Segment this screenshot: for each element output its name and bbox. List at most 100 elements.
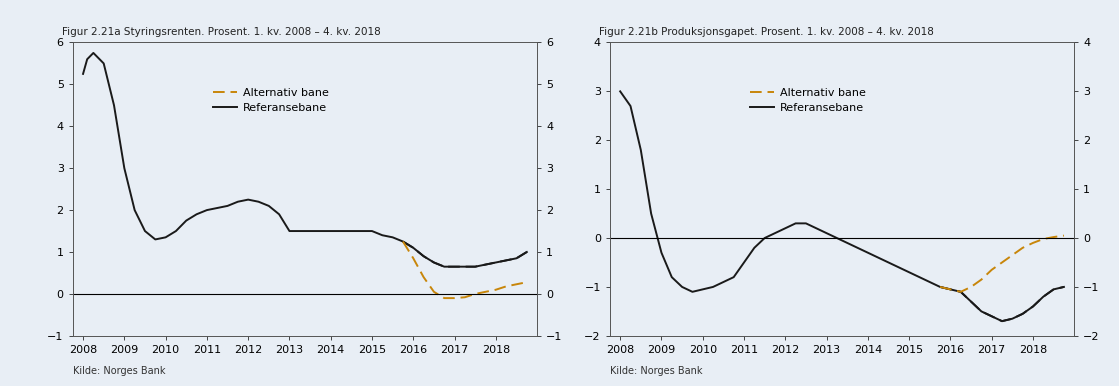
Referansebane (479, 262, 492, 267)
Line: Referansebane: Referansebane (83, 53, 527, 267)
Alternativ bane (965, 284, 978, 289)
Referansebane (272, 212, 285, 217)
Referansebane (303, 229, 317, 234)
Referansebane (283, 229, 297, 234)
Alternativ bane (499, 284, 513, 289)
Alternativ bane (1036, 237, 1050, 241)
Referansebane (613, 89, 627, 94)
Alternativ bane (438, 296, 451, 300)
Alternativ bane (520, 280, 534, 284)
Referansebane (262, 203, 275, 208)
Referansebane (820, 231, 834, 235)
Legend: Alternativ bane, Referansebane: Alternativ bane, Referansebane (745, 83, 871, 118)
Referansebane (1026, 304, 1040, 309)
Alternativ bane (985, 267, 998, 272)
Referansebane (417, 254, 431, 259)
Referansebane (458, 264, 471, 269)
Referansebane (923, 280, 937, 284)
Text: Figur 2.21a Styringsrenten. Prosent. 1. kv. 2008 – 4. kv. 2018: Figur 2.21a Styringsrenten. Prosent. 1. … (62, 27, 380, 37)
Referansebane (406, 245, 420, 250)
Referansebane (862, 251, 875, 255)
Referansebane (97, 61, 111, 66)
Referansebane (634, 148, 648, 152)
Referansebane (1006, 317, 1019, 321)
Referansebane (345, 229, 358, 234)
Alternativ bane (975, 277, 988, 282)
Alternativ bane (955, 290, 968, 294)
Referansebane (727, 275, 741, 279)
Referansebane (81, 57, 94, 61)
Alternativ bane (406, 256, 420, 261)
Alternativ bane (510, 282, 524, 286)
Legend: Alternativ bane, Referansebane: Alternativ bane, Referansebane (208, 83, 333, 118)
Referansebane (169, 229, 182, 234)
Referansebane (840, 240, 854, 245)
Referansebane (995, 319, 1008, 323)
Referansebane (655, 251, 668, 255)
Referansebane (200, 208, 214, 212)
Referansebane (438, 264, 451, 269)
Referansebane (706, 284, 720, 289)
Referansebane (355, 229, 368, 234)
Referansebane (943, 287, 957, 292)
Referansebane (686, 290, 699, 294)
Alternativ bane (479, 290, 492, 294)
Referansebane (107, 103, 121, 108)
Referansebane (242, 197, 255, 202)
Referansebane (520, 250, 534, 254)
Referansebane (386, 235, 399, 240)
Referansebane (747, 245, 761, 250)
Referansebane (913, 275, 927, 279)
Referansebane (769, 231, 782, 235)
Referansebane (1036, 295, 1050, 299)
Alternativ bane (448, 296, 461, 300)
Referansebane (902, 270, 915, 274)
Referansebane (696, 287, 709, 292)
Referansebane (489, 260, 502, 265)
Text: Kilde: Norges Bank: Kilde: Norges Bank (610, 366, 703, 376)
Referansebane (293, 229, 307, 234)
Line: Alternativ bane: Alternativ bane (403, 242, 527, 298)
Text: Kilde: Norges Bank: Kilde: Norges Bank (73, 366, 166, 376)
Alternativ bane (396, 239, 410, 244)
Referansebane (850, 245, 864, 250)
Referansebane (220, 203, 234, 208)
Referansebane (1016, 312, 1029, 316)
Referansebane (149, 237, 162, 242)
Alternativ bane (1006, 253, 1019, 257)
Referansebane (86, 51, 100, 55)
Referansebane (758, 236, 771, 240)
Referansebane (139, 229, 152, 234)
Referansebane (232, 200, 245, 204)
Referansebane (210, 206, 224, 210)
Alternativ bane (427, 290, 441, 294)
Referansebane (665, 275, 678, 279)
Alternativ bane (943, 287, 957, 292)
Referansebane (1057, 284, 1071, 289)
Referansebane (510, 256, 524, 261)
Referansebane (623, 104, 637, 108)
Referansebane (789, 221, 802, 226)
Referansebane (252, 200, 265, 204)
Referansebane (179, 218, 192, 223)
Referansebane (499, 258, 513, 263)
Referansebane (779, 226, 792, 230)
Referansebane (376, 233, 389, 237)
Referansebane (955, 290, 968, 294)
Referansebane (645, 211, 658, 216)
Referansebane (737, 260, 751, 265)
Alternativ bane (1016, 245, 1029, 250)
Referansebane (128, 208, 141, 212)
Referansebane (933, 284, 947, 289)
Referansebane (716, 280, 730, 284)
Referansebane (159, 235, 172, 240)
Referansebane (335, 229, 348, 234)
Alternativ bane (469, 291, 482, 296)
Referansebane (676, 284, 689, 289)
Line: Alternativ bane: Alternativ bane (940, 235, 1064, 292)
Alternativ bane (995, 260, 1008, 265)
Referansebane (396, 239, 410, 244)
Line: Referansebane: Referansebane (620, 91, 1064, 321)
Alternativ bane (489, 288, 502, 292)
Referansebane (117, 166, 131, 171)
